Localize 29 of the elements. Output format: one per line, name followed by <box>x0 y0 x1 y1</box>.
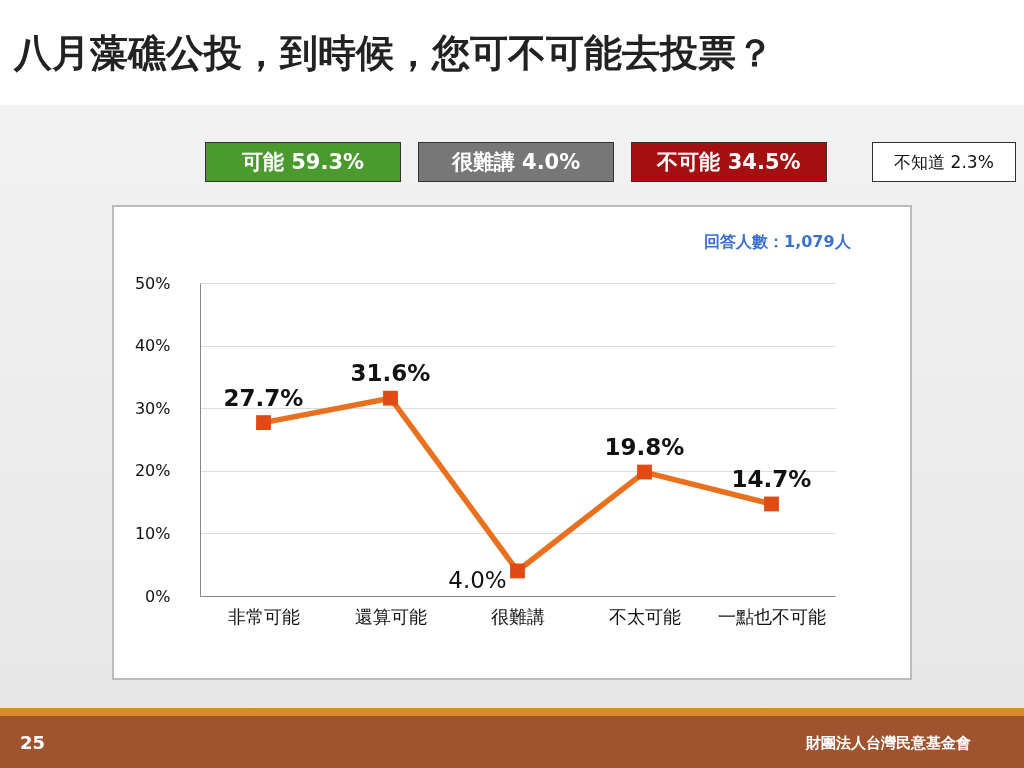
point <box>637 464 652 480</box>
text: 可能 59.3% <box>205 142 401 182</box>
x-tick-label: 很難講 <box>491 605 545 627</box>
point <box>764 496 779 512</box>
x-tick-label: 還算可能 <box>355 605 427 627</box>
text: 不可能 34.5% <box>631 142 827 182</box>
point <box>256 415 271 431</box>
data-label: 19.8% <box>604 434 685 461</box>
text: 財團法人台灣民意基金會 <box>806 734 971 753</box>
x-tick-label: 非常可能 <box>228 605 300 627</box>
chart-title: 八月藻礁公投，到時候，您可不可能去投票？ <box>0 0 1024 105</box>
x-tick-label: 一點也不可能 <box>718 605 826 627</box>
y-tick-label: 40% <box>134 336 171 356</box>
text: 很難講 4.0% <box>418 142 614 182</box>
y-tick-label: 30% <box>134 398 171 418</box>
text: 25 <box>20 732 46 753</box>
data-label: 31.6% <box>350 360 431 387</box>
point <box>383 390 398 406</box>
data-label: 14.7% <box>731 465 812 492</box>
data-label: 4.0% <box>448 566 507 593</box>
y-tick-label: 50% <box>134 273 171 293</box>
text: 不知道 2.3% <box>872 142 1016 182</box>
x-tick-label: 不太可能 <box>609 605 681 627</box>
text: 回答人數：1,079人 <box>704 232 851 253</box>
y-tick-label: 0% <box>145 586 171 606</box>
y-tick-label: 10% <box>134 523 171 543</box>
point <box>510 563 525 579</box>
y-tick-label: 20% <box>134 461 171 481</box>
data-label: 27.7% <box>223 384 304 411</box>
